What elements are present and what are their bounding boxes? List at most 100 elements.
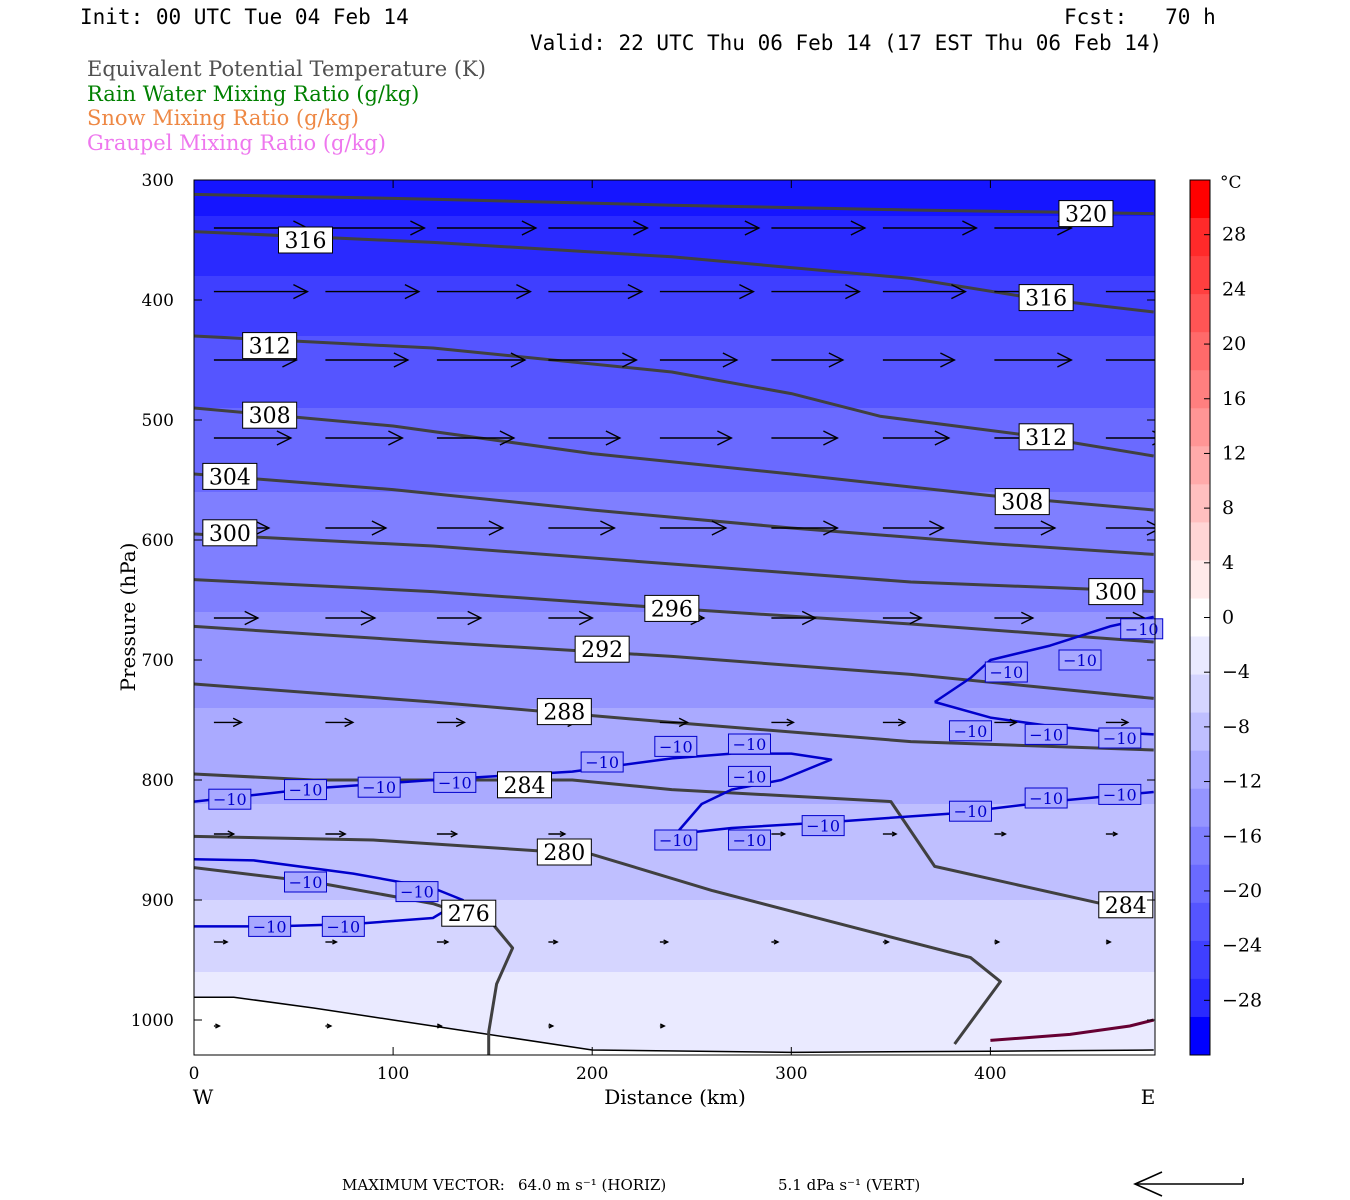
wind-head	[499, 430, 516, 446]
wind-head	[994, 939, 1001, 945]
wind-vector	[325, 430, 404, 446]
wind-head	[436, 1023, 443, 1029]
wind-head	[455, 717, 466, 728]
isotherm-minus10	[934, 615, 1154, 704]
colorbar-segment	[1190, 712, 1210, 752]
wind-head	[773, 939, 780, 945]
wind-vector	[882, 430, 951, 446]
colorbar-segment	[1190, 180, 1210, 219]
theta-e-label-box	[536, 838, 592, 866]
theta-e-contour-304	[194, 472, 1154, 556]
wind-head	[467, 610, 483, 626]
wind-vector	[213, 283, 309, 300]
wind-head	[1105, 939, 1112, 945]
colorbar-tick-label: 4	[1222, 552, 1234, 574]
wind-head	[929, 520, 945, 536]
colorbar-tick-label: −8	[1222, 716, 1250, 738]
isotherm-label: −10	[1103, 785, 1137, 804]
wind-vector	[325, 610, 377, 626]
wind-vector	[882, 352, 956, 368]
theta-e-label-box	[644, 594, 700, 622]
wind-vector	[213, 939, 229, 945]
wind-vector	[436, 220, 538, 236]
colorbar-tick-label: 28	[1222, 224, 1246, 246]
wind-vector	[882, 220, 978, 236]
wind-vector	[771, 520, 839, 536]
wind-vector	[436, 610, 483, 626]
isotherm-label-box	[801, 815, 845, 837]
wind-head	[232, 717, 243, 728]
surface-line	[194, 996, 1154, 1054]
colorbar-segment	[1190, 218, 1210, 257]
wind-vector	[659, 1023, 666, 1029]
wind-vector	[882, 939, 890, 945]
wind-head	[711, 520, 728, 536]
theta-e-label-box	[574, 635, 630, 663]
isotherm-label-box	[1098, 727, 1142, 749]
isotherm-label: −10	[659, 831, 693, 850]
wind-vector	[213, 1023, 221, 1029]
x-tick-label: 200	[576, 1064, 608, 1084]
wind-head	[934, 430, 951, 446]
colorbar-tick-label: −24	[1222, 935, 1262, 957]
isotherm-label: −10	[806, 817, 840, 836]
isotherm-label: −10	[733, 831, 767, 850]
wind-head	[951, 283, 967, 300]
wind-head	[521, 220, 538, 236]
wind-head	[801, 610, 817, 626]
wind-head	[659, 1023, 666, 1029]
isotherm-label: −10	[289, 781, 323, 800]
theta-e-label: 312	[1025, 426, 1067, 451]
wind-vector	[325, 830, 347, 838]
wind-vector	[325, 520, 388, 536]
wind-vector	[213, 430, 293, 446]
wind-vector	[771, 610, 817, 626]
wind-head	[578, 610, 594, 626]
y-tick-label: 800	[142, 771, 174, 791]
wind-vector	[659, 717, 689, 728]
wind-head	[962, 220, 978, 236]
wind-head	[227, 830, 236, 838]
wind-vector	[994, 352, 1073, 368]
y-tick-label: 1000	[131, 1011, 174, 1031]
max-vector-label: MAXIMUM VECTOR:	[342, 1176, 505, 1194]
forecast-hour: Fcst: 70 h	[1064, 5, 1216, 29]
isotherm-label: −10	[954, 802, 988, 821]
isotherm-label: −10	[253, 917, 287, 936]
isotherm-label-box	[1120, 618, 1164, 640]
theta-e-label-box	[242, 401, 298, 429]
isotherm-label-box	[357, 776, 401, 798]
theta-e-label: 316	[284, 229, 326, 254]
max-vector-arrow	[1133, 1171, 1244, 1197]
theta-e-label-box	[994, 488, 1050, 516]
y-axis-title: Pressure (hPa)	[116, 543, 140, 692]
wind-head	[1021, 611, 1035, 625]
wind-head	[627, 283, 644, 300]
x-tick-label: 400	[974, 1064, 1006, 1084]
theta-e-label-box	[1018, 284, 1074, 312]
wind-vector	[771, 430, 839, 446]
wind-head	[410, 220, 426, 236]
colorbar-segment	[1190, 598, 1210, 638]
isotherm-label: −10	[989, 663, 1023, 682]
theta-e-contour-280	[194, 834, 1002, 1045]
max-vector-vertical: 5.1 dPa s⁻¹ (VERT)	[778, 1176, 921, 1194]
wind-vector	[994, 939, 1001, 945]
wind-vector	[436, 939, 450, 945]
wind-head	[1040, 520, 1057, 536]
isotherm-label: −10	[289, 873, 323, 892]
colorbar-segment	[1190, 978, 1210, 1018]
isotherm-label: −10	[213, 790, 247, 809]
colorbar-segment	[1190, 560, 1210, 599]
isotherm-label: −10	[400, 883, 434, 902]
wind-vector	[548, 430, 622, 446]
isotherm-label: −10	[1063, 651, 1097, 670]
wind-head	[823, 430, 839, 446]
x-axis-title: Distance (km)	[604, 1085, 746, 1109]
colorbar-segment	[1190, 902, 1210, 942]
colorbar-segment	[1190, 750, 1210, 790]
axes: 300 400 500 600 700 800 900 1000 0 100 200 300 400 Di…	[116, 171, 1155, 1109]
wind-head	[909, 611, 923, 625]
theta-e-label-box	[1018, 423, 1074, 451]
